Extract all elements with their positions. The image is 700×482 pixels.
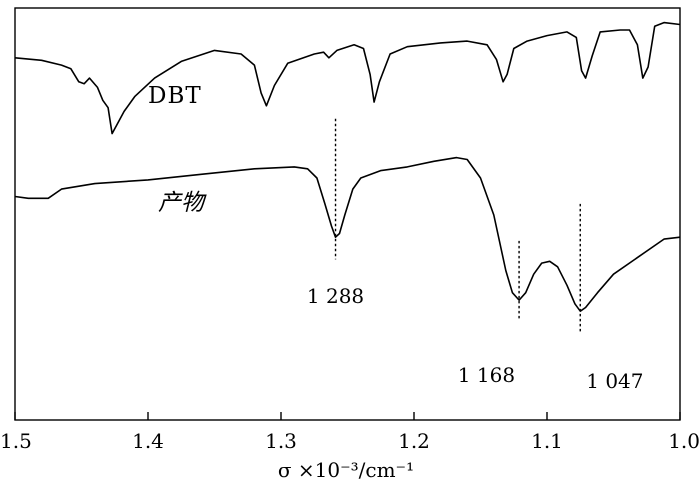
annotations-group: 1 288 1 168 1 047: [307, 118, 644, 393]
x-tick-label: 1.1: [531, 429, 563, 453]
x-axis-label: σ ×10⁻³/cm⁻¹: [278, 458, 414, 482]
x-tick-label: 1.4: [132, 429, 164, 453]
series-label-dbt: DBT: [148, 83, 202, 109]
x-tick-label: 1.2: [398, 429, 430, 453]
peak-label: 1 288: [307, 284, 364, 308]
axes: 1.5 1.4 1.3 1.2 1.1 1.0: [0, 7, 700, 453]
series-label-product: 产物: [158, 190, 207, 216]
series-line-product: [14, 156, 681, 312]
peak-label: 1 168: [458, 363, 515, 387]
x-tick-label: 1.3: [265, 429, 297, 453]
series-line-dbt: [14, 21, 681, 135]
peak-label: 1 047: [586, 369, 643, 393]
x-tick-label: 1.0: [668, 429, 700, 453]
x-tick-label: 1.5: [0, 429, 32, 453]
plot-frame: [14, 7, 681, 421]
series-group: [14, 21, 681, 312]
